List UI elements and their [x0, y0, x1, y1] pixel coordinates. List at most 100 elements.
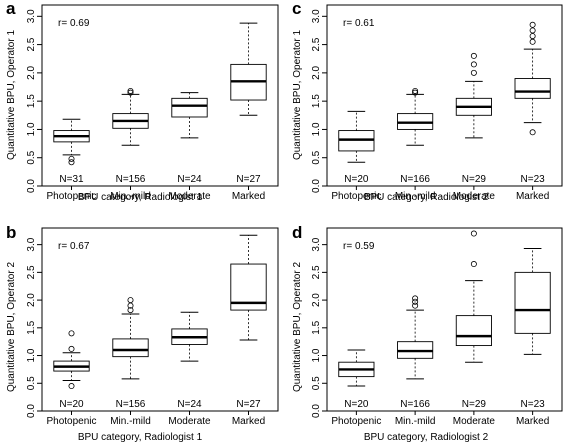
- iqr-box: [112, 338, 149, 358]
- y-axis-title: Quantitative BPU, Operator 2: [6, 262, 17, 393]
- plot-frame: [41, 227, 279, 412]
- box-1: [338, 110, 375, 163]
- n-label: N=20: [344, 399, 369, 410]
- outlier-point: [68, 330, 75, 337]
- box-4: [230, 22, 267, 116]
- correlation-label: r= 0.67: [58, 241, 90, 252]
- x-tick-label: Min.-mild: [395, 191, 436, 202]
- y-tick-label: 3.0: [26, 9, 37, 23]
- n-label: N=27: [236, 399, 261, 410]
- x-axis-title: BPU category, Radiologist 2: [364, 432, 489, 443]
- box-4: [514, 21, 551, 136]
- box-4: [230, 234, 267, 341]
- y-axis-title: Quantitative BPU, Operator 2: [292, 262, 303, 393]
- n-label: N=29: [462, 174, 487, 185]
- panel-letter: b: [6, 223, 16, 242]
- n-label: N=20: [59, 399, 84, 410]
- n-label: N=156: [116, 174, 146, 185]
- plot-area: 0.0 0.5 1.0 1.5 2.0 2.5 3.0 N=20 Photopenic N=166…: [311, 4, 563, 202]
- box-2: [112, 297, 149, 380]
- iqr-box: [171, 97, 208, 118]
- outlier-point: [470, 230, 477, 237]
- x-tick-label: Photopenic: [46, 416, 96, 427]
- outlier-point: [127, 307, 134, 314]
- outlier-point: [127, 89, 134, 96]
- x-axis-title: BPU category, Radiologist 1: [78, 192, 203, 203]
- y-tick-label: 2.0: [26, 293, 37, 307]
- outlier-point: [470, 61, 477, 68]
- panel-letter: c: [292, 0, 301, 18]
- panel-a: a r= 0.69 BPU category, Radiologist 1 Qu…: [6, 0, 279, 203]
- n-label: N=166: [400, 174, 430, 185]
- x-tick-label: Photopenic: [331, 191, 381, 202]
- x-tick-label: Min.-mild: [110, 191, 151, 202]
- outlier-point: [412, 295, 419, 302]
- n-label: N=29: [462, 399, 487, 410]
- y-tick-label: 0.0: [26, 404, 37, 418]
- correlation-label: r= 0.59: [343, 241, 375, 252]
- panel-letter: a: [6, 0, 16, 18]
- box-2: [397, 87, 434, 146]
- y-tick-label: 0.5: [311, 376, 322, 390]
- x-tick-label: Min.-mild: [395, 416, 436, 427]
- box-3: [171, 311, 208, 362]
- y-axis-title: Quantitative BPU, Operator 1: [6, 30, 17, 161]
- outlier-point: [529, 27, 536, 34]
- y-tick-label: 1.5: [311, 94, 322, 108]
- y-tick-label: 0.0: [311, 179, 322, 193]
- y-tick-label: 1.0: [26, 348, 37, 362]
- x-tick-label: Moderate: [453, 191, 496, 202]
- outlier-point: [68, 345, 75, 352]
- y-tick-label: 2.5: [26, 37, 37, 51]
- n-label: N=27: [236, 174, 261, 185]
- outlier-point: [412, 87, 419, 94]
- outlier-point: [529, 129, 536, 136]
- iqr-box: [514, 271, 551, 334]
- y-axis-title: Quantitative BPU, Operator 1: [292, 30, 303, 161]
- y-tick-label: 1.5: [26, 320, 37, 334]
- correlation-label: r= 0.69: [58, 18, 90, 29]
- y-tick-label: 3.0: [311, 237, 322, 251]
- y-tick-label: 1.0: [311, 348, 322, 362]
- y-tick-label: 0.5: [311, 150, 322, 164]
- outlier-point: [68, 159, 75, 166]
- iqr-box: [514, 78, 551, 99]
- correlation-label: r= 0.61: [343, 18, 375, 29]
- outlier-point: [68, 155, 75, 162]
- outlier-point: [412, 298, 419, 305]
- outlier-point: [529, 38, 536, 45]
- x-axis-title: BPU category, Radiologist 1: [78, 432, 203, 443]
- box-2: [397, 295, 434, 380]
- n-label: N=156: [116, 399, 146, 410]
- box-1: [338, 349, 375, 387]
- box-3: [455, 230, 492, 363]
- n-label: N=166: [400, 399, 430, 410]
- outlier-point: [127, 87, 134, 94]
- x-tick-label: Moderate: [453, 416, 496, 427]
- panel-c: c r= 0.61 BPU category, Radiologist 2 Qu…: [292, 0, 563, 203]
- y-tick-label: 3.0: [26, 237, 37, 251]
- y-tick-label: 3.0: [311, 9, 322, 23]
- y-tick-label: 1.0: [311, 122, 322, 136]
- y-tick-label: 1.5: [26, 94, 37, 108]
- panel-letter: d: [292, 223, 302, 242]
- outlier-point: [412, 89, 419, 96]
- box-3: [171, 92, 208, 139]
- y-tick-label: 2.0: [26, 65, 37, 79]
- y-tick-label: 2.0: [311, 293, 322, 307]
- y-tick-label: 0.5: [26, 150, 37, 164]
- outlier-point: [127, 297, 134, 304]
- outlier-point: [412, 302, 419, 309]
- y-tick-label: 1.5: [311, 320, 322, 334]
- outlier-point: [529, 33, 536, 40]
- box-4: [514, 248, 551, 355]
- box-3: [455, 52, 492, 139]
- x-tick-label: Marked: [516, 191, 549, 202]
- y-tick-label: 0.0: [311, 404, 322, 418]
- y-tick-label: 2.0: [311, 65, 322, 79]
- iqr-box: [455, 315, 492, 347]
- y-tick-label: 2.5: [311, 265, 322, 279]
- x-tick-label: Marked: [232, 191, 265, 202]
- outlier-point: [529, 21, 536, 28]
